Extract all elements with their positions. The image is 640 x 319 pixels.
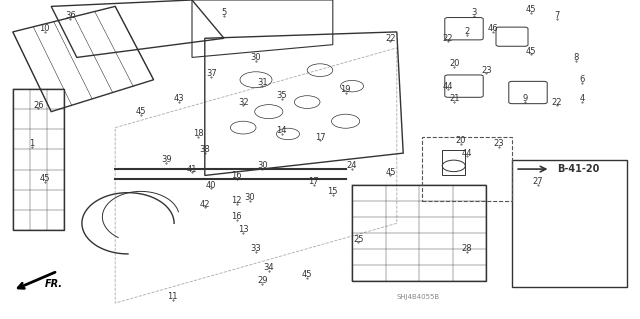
Text: 17: 17 — [315, 133, 325, 142]
Text: 10: 10 — [40, 24, 50, 33]
Text: FR.: FR. — [45, 279, 63, 289]
Text: B-41-20: B-41-20 — [557, 164, 599, 174]
Text: 24: 24 — [347, 161, 357, 170]
Text: 13: 13 — [238, 225, 248, 234]
Text: 34: 34 — [264, 263, 274, 272]
Text: 16: 16 — [232, 171, 242, 180]
Text: 45: 45 — [385, 168, 396, 177]
Text: 22: 22 — [385, 34, 396, 43]
Text: 25: 25 — [353, 235, 364, 244]
Text: 18: 18 — [193, 130, 204, 138]
Text: 20: 20 — [456, 136, 466, 145]
Text: 40: 40 — [206, 181, 216, 189]
Text: 31: 31 — [257, 78, 268, 87]
Text: 27: 27 — [532, 177, 543, 186]
Text: 23: 23 — [481, 66, 492, 75]
Text: 33: 33 — [251, 244, 261, 253]
Text: 32: 32 — [238, 98, 248, 107]
Text: 22: 22 — [443, 34, 453, 43]
Text: 44: 44 — [443, 82, 453, 91]
Text: 8: 8 — [573, 53, 579, 62]
Text: 35: 35 — [276, 91, 287, 100]
Text: 15: 15 — [328, 187, 338, 196]
Bar — [422, 137, 512, 201]
Text: 6: 6 — [580, 75, 585, 84]
Text: 44: 44 — [462, 149, 472, 158]
Text: 30: 30 — [251, 53, 261, 62]
Text: 45: 45 — [526, 47, 536, 56]
Text: 41: 41 — [187, 165, 197, 174]
Text: 45: 45 — [136, 107, 146, 116]
Text: 11: 11 — [168, 292, 178, 301]
Text: 22: 22 — [552, 98, 562, 107]
Text: 45: 45 — [302, 270, 312, 279]
Bar — [442, 150, 465, 175]
Text: 5: 5 — [221, 8, 227, 17]
Text: 19: 19 — [340, 85, 351, 94]
Text: 36: 36 — [65, 11, 76, 20]
Text: 28: 28 — [462, 244, 472, 253]
Text: 42: 42 — [200, 200, 210, 209]
Text: 26: 26 — [33, 101, 44, 110]
Text: 38: 38 — [200, 145, 210, 154]
Text: 16: 16 — [232, 212, 242, 221]
Text: 39: 39 — [161, 155, 172, 164]
Text: 23: 23 — [494, 139, 504, 148]
Text: 20: 20 — [449, 59, 460, 68]
Text: 45: 45 — [40, 174, 50, 183]
Text: 37: 37 — [206, 69, 216, 78]
Text: 43: 43 — [174, 94, 184, 103]
Text: 29: 29 — [257, 276, 268, 285]
Text: 7: 7 — [554, 11, 559, 20]
Text: 1: 1 — [29, 139, 35, 148]
Text: 30: 30 — [257, 161, 268, 170]
Text: 12: 12 — [232, 197, 242, 205]
Text: 30: 30 — [244, 193, 255, 202]
Text: 46: 46 — [488, 24, 498, 33]
Text: 14: 14 — [276, 126, 287, 135]
Text: 45: 45 — [526, 5, 536, 14]
Text: 9: 9 — [522, 94, 527, 103]
Text: 2: 2 — [465, 27, 470, 36]
Text: 17: 17 — [308, 177, 319, 186]
Text: 4: 4 — [580, 94, 585, 103]
Text: SHJ4B4055B: SHJ4B4055B — [397, 294, 440, 300]
Text: 21: 21 — [449, 94, 460, 103]
Text: 3: 3 — [471, 8, 476, 17]
